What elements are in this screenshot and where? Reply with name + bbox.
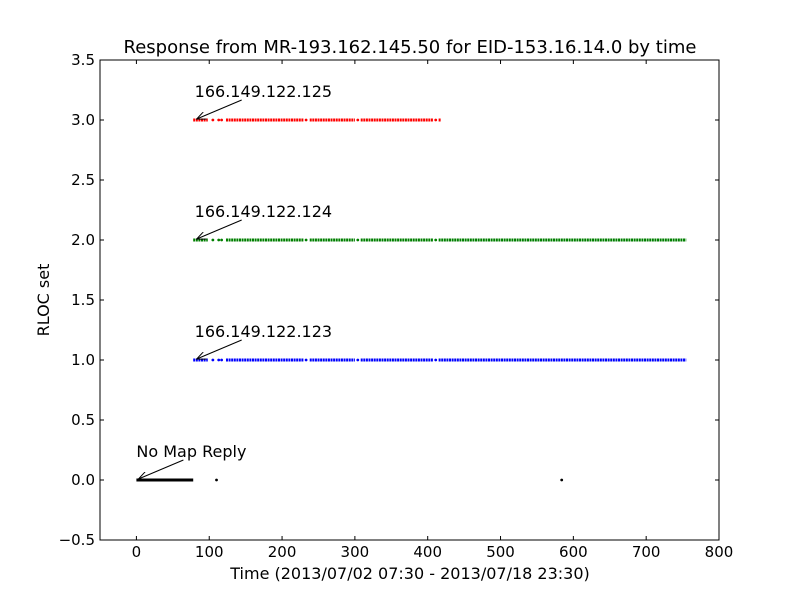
plot-area-frame bbox=[99, 59, 720, 541]
y-tick-label: −0.5 bbox=[59, 531, 95, 549]
data-point bbox=[356, 358, 360, 362]
data-point bbox=[220, 358, 224, 362]
x-tick-label: 0 bbox=[132, 543, 142, 561]
x-tick-label: 600 bbox=[559, 543, 588, 561]
y-tick-label: 2.5 bbox=[71, 171, 95, 189]
data-point bbox=[211, 358, 215, 362]
annotation-label: No Map Reply bbox=[136, 442, 246, 461]
data-point bbox=[211, 118, 215, 122]
data-point bbox=[220, 238, 224, 242]
x-tick-label: 700 bbox=[632, 543, 661, 561]
annotation-arrow bbox=[197, 219, 242, 239]
annotation-label: 166.149.122.123 bbox=[195, 322, 332, 341]
chart-title: Response from MR-193.162.145.50 for EID-… bbox=[124, 37, 697, 58]
data-point bbox=[211, 238, 215, 242]
y-tick-label: 2.0 bbox=[71, 231, 95, 249]
x-tick-label: 200 bbox=[268, 543, 297, 561]
series-2 bbox=[193, 238, 687, 242]
data-point bbox=[220, 118, 224, 122]
data-point bbox=[304, 358, 308, 362]
y-axis-label: RLOC set bbox=[34, 264, 53, 337]
data-point bbox=[560, 478, 564, 482]
data-point bbox=[356, 238, 360, 242]
series-0 bbox=[136, 478, 564, 482]
y-tick-label: 0.0 bbox=[71, 471, 95, 489]
data-point bbox=[217, 118, 221, 122]
data-point bbox=[304, 238, 308, 242]
annotation-label: 166.149.122.125 bbox=[195, 82, 332, 101]
annotation-label: 166.149.122.124 bbox=[195, 202, 332, 221]
y-tick-label: 1.0 bbox=[71, 351, 95, 369]
series-1 bbox=[193, 358, 687, 362]
annotation-arrow bbox=[197, 339, 242, 359]
data-point bbox=[434, 358, 438, 362]
data-point bbox=[304, 118, 308, 122]
data-point bbox=[434, 118, 438, 122]
data-point bbox=[217, 358, 221, 362]
y-tick-label: 3.5 bbox=[71, 51, 95, 69]
x-tick-label: 300 bbox=[341, 543, 370, 561]
x-axis-label: Time (2013/07/02 07:30 - 2013/07/18 23:3… bbox=[229, 564, 590, 583]
annotation-arrow bbox=[197, 99, 242, 119]
x-tick-label: 500 bbox=[486, 543, 515, 561]
x-tick-label: 800 bbox=[705, 543, 734, 561]
y-tick-label: 1.5 bbox=[71, 291, 95, 309]
y-tick-label: 3.0 bbox=[71, 111, 95, 129]
series-3 bbox=[193, 118, 441, 122]
x-tick-label: 400 bbox=[413, 543, 442, 561]
data-point bbox=[434, 238, 438, 242]
data-point bbox=[217, 238, 221, 242]
data-point bbox=[356, 118, 360, 122]
x-tick-label: 100 bbox=[195, 543, 224, 561]
annotation-arrow bbox=[138, 459, 184, 479]
data-point bbox=[215, 478, 218, 482]
y-tick-label: 0.5 bbox=[71, 411, 95, 429]
